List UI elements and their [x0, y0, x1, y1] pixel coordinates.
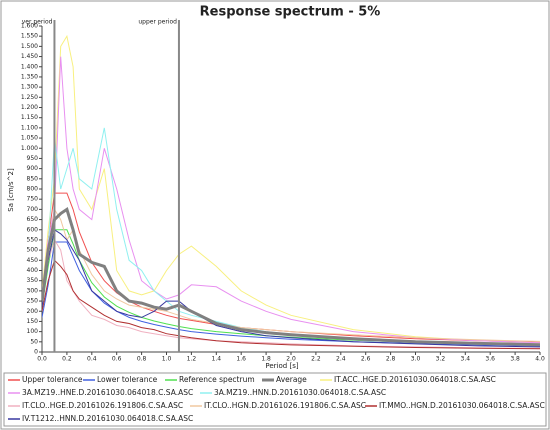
y-tick-label: 450 — [27, 257, 39, 264]
y-tick-label: 1.350 — [21, 73, 38, 80]
chart-title: Response spectrum - 5% — [200, 5, 381, 20]
y-tick-label: 650 — [27, 216, 39, 223]
y-tick-label: 700 — [27, 206, 39, 213]
y-tick-label: 1.050 — [21, 135, 38, 142]
y-tick-label: 1.400 — [21, 63, 38, 70]
y-tick-label: 50 — [30, 338, 38, 345]
x-tick-label: 0.8 — [137, 356, 147, 363]
y-tick-label: 800 — [27, 186, 39, 193]
legend-label: 3A.MZ19..HNE.D.20161030.064018.C.SA.ASC — [22, 388, 193, 397]
x-tick-label: 2.4 — [336, 356, 346, 363]
y-tick-label: 100 — [27, 328, 39, 335]
y-tick-label: 300 — [27, 287, 39, 294]
x-tick-label: 2.0 — [286, 356, 296, 363]
x-tick-label: 0.4 — [87, 356, 97, 363]
legend-label: Lower tolerance — [97, 375, 158, 384]
x-tick-label: 1.8 — [261, 356, 271, 363]
y-tick-label: 550 — [27, 236, 39, 243]
x-tick-label: 1.2 — [187, 356, 197, 363]
y-tick-label: 1.100 — [21, 124, 38, 131]
legend-label: IT.MMO..HGN.D.20161030.064018.C.SA.ASC — [379, 401, 545, 410]
y-tick-label: 350 — [27, 277, 39, 284]
y-tick-label: 250 — [27, 298, 39, 305]
legend-label: Upper tolerance — [22, 375, 83, 384]
y-tick-label: 1.150 — [21, 114, 38, 121]
x-tick-label: 3.4 — [461, 356, 471, 363]
series-line — [42, 238, 540, 349]
y-tick-label: 1.600 — [21, 23, 38, 30]
x-tick-label: 3.2 — [436, 356, 446, 363]
x-axis-label: Period [s] — [265, 362, 298, 370]
y-tick-label: 150 — [27, 318, 39, 325]
y-tick-label: 1.500 — [21, 43, 38, 50]
series-line — [42, 241, 540, 347]
y-tick-label: 400 — [27, 267, 39, 274]
series-line — [42, 56, 540, 344]
x-tick-label: 0.6 — [112, 356, 122, 363]
x-tick-label: 0.0 — [37, 356, 47, 363]
x-tick-label: 3.8 — [510, 356, 520, 363]
y-tick-label: 950 — [27, 155, 39, 162]
legend-label: IT.ACC..HGE.D.20161030.064018.C.SA.ASC — [334, 375, 496, 384]
legend-label: IT.CLO..HGE.D.20161026.191806.C.SA.ASC — [22, 401, 183, 410]
y-tick-label: 1.450 — [21, 53, 38, 60]
series-line — [42, 34, 540, 344]
y-tick-label: 1.200 — [21, 104, 38, 111]
x-tick-label: 4.0 — [535, 356, 545, 363]
legend-label: 3A.MZ19..HNN.D.20161030.064018.C.SA.ASC — [214, 388, 386, 397]
y-tick-label: 1.000 — [21, 145, 38, 152]
x-tick-label: 2.8 — [386, 356, 396, 363]
series-line — [42, 207, 540, 347]
y-tick-label: 900 — [27, 165, 39, 172]
period-marker-label: upper period — [138, 19, 177, 26]
y-tick-label: 0 — [34, 349, 38, 356]
series-line — [42, 229, 540, 346]
x-tick-label: 1.6 — [236, 356, 246, 363]
legend-label: IT.CLO..HGN.D.20161026.191806.C.SA.ASC — [204, 401, 366, 410]
period-marker-label: ver period — [22, 19, 53, 26]
y-axis-label: Sa [cm/s^2] — [7, 168, 15, 212]
y-tick-label: 1.300 — [21, 84, 38, 91]
x-tick-label: 0.2 — [62, 356, 72, 363]
x-tick-label: 3.6 — [485, 356, 495, 363]
x-tick-label: 2.2 — [311, 356, 321, 363]
series-line — [42, 228, 540, 348]
series-line — [42, 259, 540, 350]
x-tick-label: 3.0 — [411, 356, 421, 363]
legend-label: IV.T1212..HNN.D.20161030.064018.C.SA.ASC — [22, 414, 193, 423]
series-line — [42, 207, 540, 342]
legend-label: Reference spectrum — [179, 375, 255, 384]
x-tick-label: 1.0 — [162, 356, 172, 363]
y-tick-label: 1.250 — [21, 94, 38, 101]
legend-box — [3, 372, 547, 427]
y-tick-label: 600 — [27, 226, 39, 233]
y-tick-label: 1.550 — [21, 33, 38, 40]
y-tick-label: 500 — [27, 247, 39, 254]
x-tick-label: 1.4 — [212, 356, 222, 363]
y-tick-label: 750 — [27, 196, 39, 203]
x-tick-label: 2.6 — [361, 356, 371, 363]
y-tick-label: 200 — [27, 308, 39, 315]
y-tick-label: 850 — [27, 175, 39, 182]
legend-label: Average — [276, 375, 307, 384]
